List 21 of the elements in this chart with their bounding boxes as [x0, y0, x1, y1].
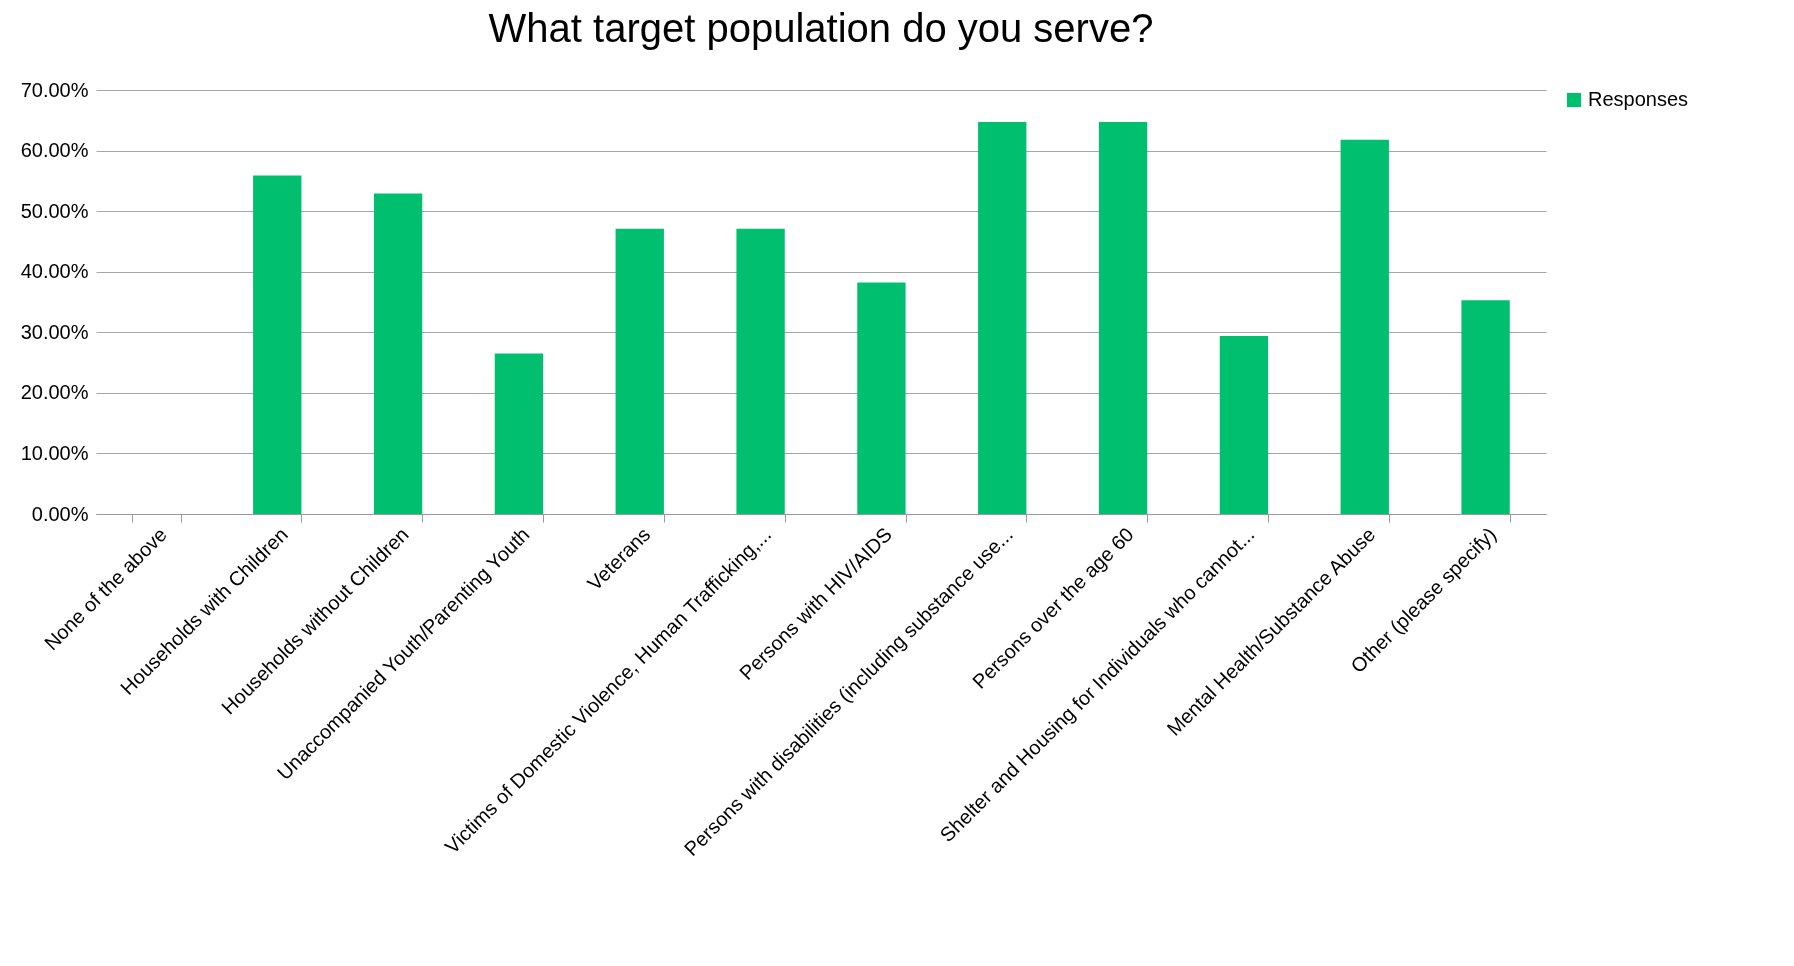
bar [736, 228, 785, 514]
bar [615, 228, 664, 514]
bar [1098, 122, 1148, 514]
y-tick-label: 30.00% [20, 320, 89, 343]
bar [978, 122, 1027, 514]
y-tick-label: 50.00% [20, 199, 89, 222]
y-tick-label: 0.00% [31, 502, 89, 525]
bar [857, 282, 906, 514]
y-tick-label: 10.00% [20, 441, 89, 464]
y-tick-label: 60.00% [20, 139, 89, 162]
y-tick-label: 20.00% [20, 381, 89, 404]
bar [253, 175, 302, 514]
y-tick-label: 40.00% [20, 260, 89, 283]
bar [1461, 300, 1510, 514]
bar [494, 353, 544, 514]
bar [1340, 139, 1389, 514]
chart-title: What target population do you serve? [488, 6, 1154, 50]
bar [373, 193, 423, 514]
y-tick-label: 70.00% [20, 78, 89, 101]
bar [1219, 335, 1269, 514]
legend-label: Responses [1588, 88, 1689, 110]
